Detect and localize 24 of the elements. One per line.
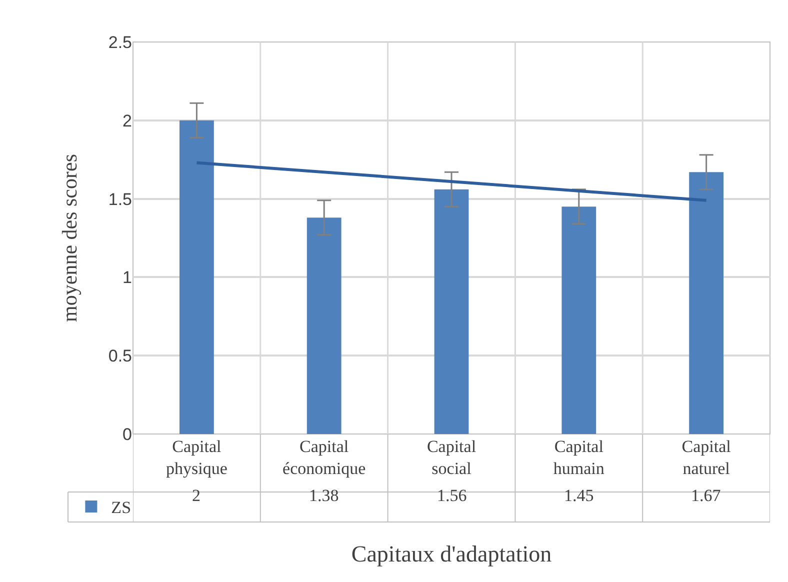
x-tick-label: Capital physique [166, 437, 228, 478]
x-axis-title: Capitaux d'adaptation [351, 542, 552, 567]
y-tick-label: 2 [122, 111, 132, 130]
data-label: 1.45 [564, 486, 594, 505]
bar [434, 189, 469, 434]
x-tick-label: Capital social [426, 437, 476, 478]
y-tick-label: 2.5 [108, 32, 132, 52]
data-label: 1.38 [309, 486, 339, 505]
y-axis-title: moyenne des scores [58, 154, 82, 322]
data-label: 2 [192, 486, 200, 505]
y-tick-label: 1.5 [108, 190, 132, 209]
bar [689, 172, 724, 434]
x-tick-label: Capital humain [553, 437, 605, 478]
bar [306, 218, 342, 434]
y-tick-label: 0.5 [108, 346, 132, 366]
bar [180, 120, 214, 434]
data-label: 1.56 [437, 486, 467, 505]
data-label: 1.67 [691, 486, 722, 505]
y-tick-label: 0 [122, 424, 132, 444]
y-tick-label: 1 [122, 268, 132, 288]
x-tick-label: Capital économique [282, 437, 366, 478]
bar [562, 206, 596, 434]
x-tick-label: Capital naturel [682, 437, 732, 478]
legend-label: ZS [111, 498, 132, 518]
